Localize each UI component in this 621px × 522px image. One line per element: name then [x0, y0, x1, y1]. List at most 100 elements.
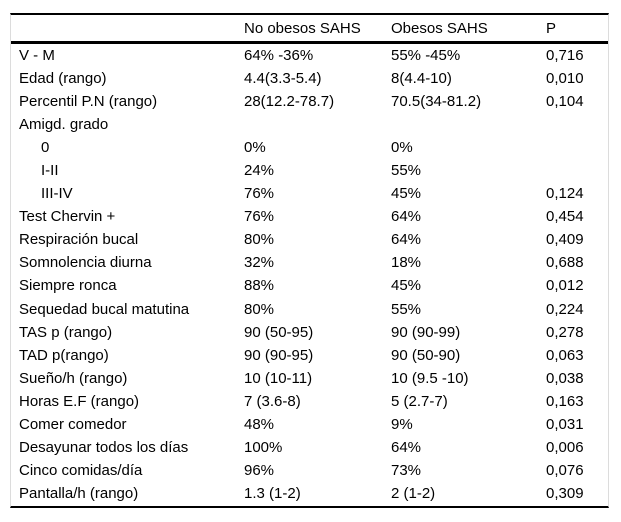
cell-p-value: 0,006: [546, 438, 584, 456]
row-label: Sequedad bucal matutina: [19, 300, 190, 318]
cell-obesos: 64%: [391, 231, 422, 249]
cell-no-obesos: 1.3 (1-2): [244, 484, 301, 502]
cell-p-value: 0,454: [546, 208, 584, 226]
row-label: Edad (rango): [19, 70, 107, 88]
cell-no-obesos: 88%: [244, 277, 275, 295]
table-row: Test Chervin + 76% 64% 0,454: [11, 205, 608, 228]
header-cell-no-obesos: No obesos SAHS: [244, 19, 361, 37]
cell-no-obesos: 0%: [244, 139, 266, 157]
table-row: Siempre ronca 88% 45% 0,012: [11, 274, 608, 297]
table-row: Sueño/h (rango) 10 (10-11) 10 (9.5 -10) 0,0…: [11, 367, 608, 390]
table-row: Comer comedor 48% 9% 0,031: [11, 413, 608, 436]
row-label: 0: [41, 139, 50, 157]
cell-obesos: 45%: [391, 185, 422, 203]
cell-p-value: 0,010: [546, 70, 584, 88]
cell-obesos: 45%: [391, 277, 422, 295]
row-label: Sueño/h (rango): [19, 369, 128, 387]
table-row: Somnolencia diurna 32% 18% 0,688: [11, 251, 608, 274]
cell-no-obesos: 80%: [244, 300, 275, 318]
cell-obesos: 55%: [391, 300, 422, 318]
cell-no-obesos: 100%: [244, 438, 283, 456]
table-row: Respiración bucal 80% 64% 0,409: [11, 228, 608, 251]
table-row: Desayunar todos los días 100% 64% 0,006: [11, 436, 608, 459]
row-label: Pantalla/h (rango): [19, 484, 139, 502]
cell-obesos: 9%: [391, 415, 413, 433]
row-label: Comer comedor: [19, 415, 127, 433]
table-row: Horas E.F (rango) 7 (3.6-8) 5 (2.7-7) 0,163: [11, 390, 608, 413]
table-header-row: No obesos SAHS Obesos SAHS P: [11, 15, 608, 44]
row-label: Desayunar todos los días: [19, 438, 189, 456]
row-label: I-II: [41, 162, 59, 180]
table-row: TAS p (rango) 90 (50-95) 90 (90-99) 0,278: [11, 321, 608, 344]
cell-no-obesos: 48%: [244, 415, 275, 433]
cell-no-obesos: 90 (50-95): [244, 323, 314, 341]
row-label: TAS p (rango): [19, 323, 113, 341]
cell-obesos: 70.5(34-81.2): [391, 93, 482, 111]
header-cell-p-value: P: [546, 19, 557, 37]
row-label: TAD p(rango): [19, 346, 109, 364]
header-cell-obesos: Obesos SAHS: [391, 19, 488, 37]
cell-no-obesos: 32%: [244, 254, 275, 272]
row-label: Test Chervin +: [19, 208, 116, 226]
cell-no-obesos: 28(12.2-78.7): [244, 93, 335, 111]
cell-p-value: 0,716: [546, 47, 584, 65]
cell-obesos: 18%: [391, 254, 422, 272]
cell-obesos: 64%: [391, 208, 422, 226]
table-row: TAD p(rango) 90 (90-95) 90 (50-90) 0,063: [11, 344, 608, 367]
table-row: Pantalla/h (rango) 1.3 (1-2) 2 (1-2) 0,309: [11, 482, 608, 505]
cell-obesos: 8(4.4-10): [391, 70, 452, 88]
row-label: V - M: [19, 47, 55, 65]
cell-p-value: 0,163: [546, 392, 584, 410]
cell-obesos: 55%: [391, 162, 422, 180]
cell-obesos: 2 (1-2): [391, 484, 436, 502]
cell-obesos: 73%: [391, 461, 422, 479]
cell-obesos: 5 (2.7-7): [391, 392, 448, 410]
cell-p-value: 0,104: [546, 93, 584, 111]
row-label: Horas E.F (rango): [19, 392, 140, 410]
table-row: 0 0% 0%: [11, 136, 608, 159]
cell-no-obesos: 80%: [244, 231, 275, 249]
table-row: III-IV 76% 45% 0,124: [11, 182, 608, 205]
cell-p-value: 0,031: [546, 415, 584, 433]
cell-obesos: 0%: [391, 139, 413, 157]
cell-no-obesos: 4.4(3.3-5.4): [244, 70, 322, 88]
comparison-table: No obesos SAHS Obesos SAHS P V - M 64% -3…: [10, 13, 609, 508]
table-row: I-II 24% 55%: [11, 159, 608, 182]
cell-no-obesos: 90 (90-95): [244, 346, 314, 364]
cell-no-obesos: 96%: [244, 461, 275, 479]
table-row: Edad (rango) 4.4(3.3-5.4) 8(4.4-10) 0,010: [11, 67, 608, 90]
table-row: Amigd. grado: [11, 113, 608, 136]
cell-p-value: 0,063: [546, 346, 584, 364]
table-row: Percentil P.N (rango) 28(12.2-78.7) 70.5(3…: [11, 90, 608, 113]
cell-p-value: 0,038: [546, 369, 584, 387]
cell-p-value: 0,124: [546, 185, 584, 203]
cell-p-value: 0,278: [546, 323, 584, 341]
row-label: Cinco comidas/día: [19, 461, 143, 479]
cell-p-value: 0,076: [546, 461, 584, 479]
row-label: Siempre ronca: [19, 277, 117, 295]
cell-no-obesos: 64% -36%: [244, 47, 314, 65]
cell-p-value: 0,409: [546, 231, 584, 249]
cell-obesos: 90 (50-90): [391, 346, 461, 364]
cell-no-obesos: 76%: [244, 185, 275, 203]
cell-no-obesos: 76%: [244, 208, 275, 226]
table-row: V - M 64% -36% 55% -45% 0,716: [11, 44, 608, 67]
row-label: Respiración bucal: [19, 231, 139, 249]
row-label: III-IV: [41, 185, 73, 203]
cell-obesos: 90 (90-99): [391, 323, 461, 341]
table-row: Cinco comidas/día 96% 73% 0,076: [11, 459, 608, 482]
cell-obesos: 10 (9.5 -10): [391, 369, 469, 387]
cell-obesos: 55% -45%: [391, 47, 461, 65]
cell-no-obesos: 24%: [244, 162, 275, 180]
cell-p-value: 0,309: [546, 484, 584, 502]
cell-obesos: 64%: [391, 438, 422, 456]
table-body: V - M 64% -36% 55% -45% 0,716 Edad (rango) 4.…: [11, 44, 608, 505]
row-label: Percentil P.N (rango): [19, 93, 158, 111]
cell-p-value: 0,224: [546, 300, 584, 318]
table-row: Sequedad bucal matutina 80% 55% 0,224: [11, 298, 608, 321]
cell-p-value: 0,688: [546, 254, 584, 272]
row-label: Amigd. grado: [19, 116, 109, 134]
row-label: Somnolencia diurna: [19, 254, 152, 272]
cell-no-obesos: 10 (10-11): [244, 369, 313, 387]
cell-p-value: 0,012: [546, 277, 584, 295]
